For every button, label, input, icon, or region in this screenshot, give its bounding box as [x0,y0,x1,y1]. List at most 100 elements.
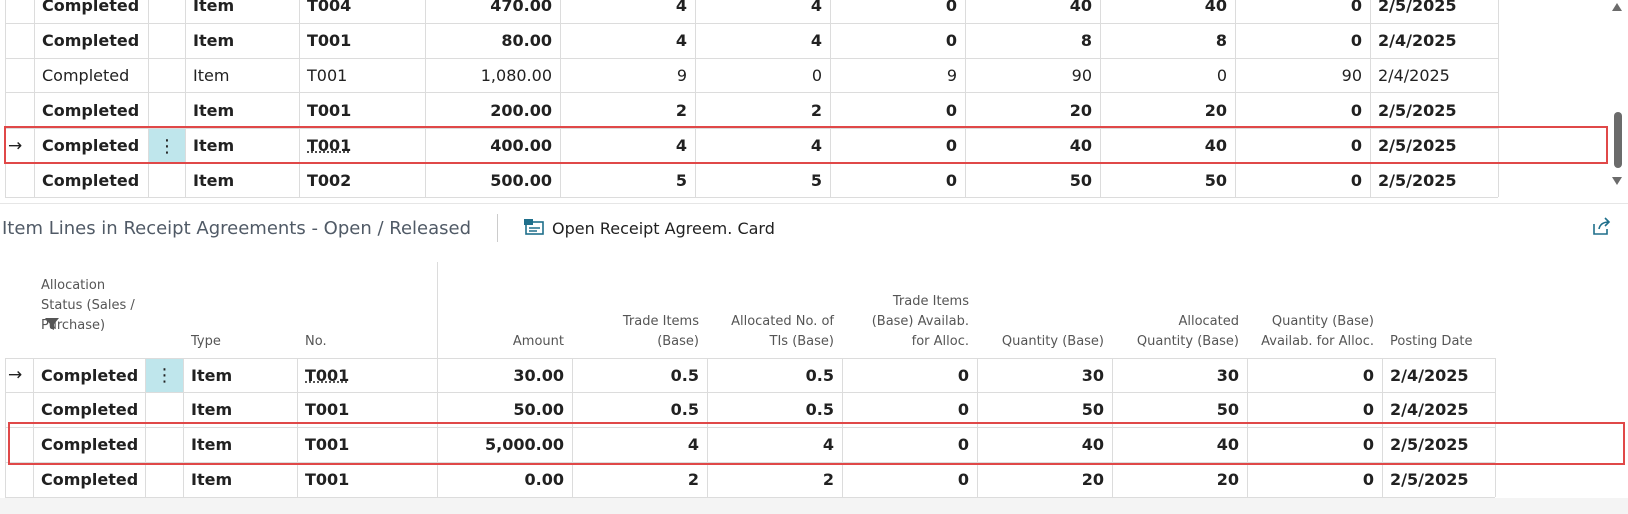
row-divider [5,92,1498,93]
section-title: Item Lines in Receipt Agreements - Open … [2,217,472,239]
grid-cell[interactable]: T001 [307,136,352,155]
grid-cell: 0.5 [670,365,699,385]
grid-cell: Item [193,0,235,15]
grid-cell: Completed [41,400,139,419]
grid-cell: 8 [1080,31,1092,50]
column-divider [425,0,426,197]
grid-cell: 0 [1350,31,1362,50]
row-actions[interactable]: ⋮ [149,129,185,163]
column-header[interactable]: Amount [512,334,564,349]
bottom-grid: Allocation Status (Sales / Purchase) Type… [0,262,1628,514]
grid-cell: Completed [41,435,139,454]
scroll-down[interactable] [1611,176,1623,186]
grid-cell: 470.00 [490,0,552,15]
column-header[interactable]: Allocated No. of TIs (Base) [731,314,834,349]
separator [0,203,1628,204]
grid-cell[interactable]: T001 [307,65,348,85]
grid-cell[interactable]: T001 [307,31,352,50]
open-card-label[interactable]: Open Receipt Agreem. Card [552,218,775,238]
grid-cell: Completed [42,136,140,155]
grid-cell: 80.00 [501,31,552,50]
grid-cell[interactable]: T004 [307,0,352,15]
grid-cell: Item [193,31,235,50]
grid-cell: 4 [687,435,699,454]
column-divider [148,0,149,197]
grid-cell: Item [191,435,233,454]
card-icon [524,219,544,235]
grid-cell[interactable]: T001 [305,365,350,385]
grid-cell: 2/4/2025 [1378,65,1450,85]
grid-cell: 40 [1216,435,1239,454]
grid-cell: 0.00 [524,470,564,489]
open-card-button[interactable]: Open Receipt Agreem. Card [524,214,775,242]
grid-cell: Item [191,400,233,419]
grid-cell: 4 [810,0,822,15]
scrollbar[interactable] [1607,0,1627,199]
grid-cell[interactable]: T001 [305,400,350,419]
column-divider [1370,0,1371,197]
column-header[interactable]: No. [305,334,327,349]
grid-cell: 90 [1071,65,1092,85]
scroll-thumb[interactable] [1614,112,1622,168]
grid-cell: 0 [957,365,969,385]
grid-cell: 2/4/2025 [1390,365,1469,385]
grid-cell: 50 [1204,170,1227,190]
grid-cell: 5 [810,170,822,190]
grid-cell: 0 [957,470,969,489]
grid-cell: 8 [1215,31,1227,50]
grid-cell: 2 [687,470,699,489]
column-divider [695,0,696,197]
grid-cell: 2/5/2025 [1378,170,1457,190]
grid-cell: 0 [1216,65,1227,85]
grid-cell: 0 [945,0,957,15]
grid-cell: 90 [1341,65,1362,85]
grid-cell: 0.5 [670,400,699,419]
grid-cell: Completed [42,0,140,15]
grid-cell[interactable]: T001 [305,435,350,454]
column-header[interactable]: Allocation Status (Sales / Purchase) [41,278,135,333]
grid-cell: Item [191,365,233,385]
column-divider [299,0,300,197]
grid-cell: 50.00 [513,400,564,419]
column-header[interactable]: Trade Items (Base) Availab. for Alloc. [871,294,969,349]
grid-cell: 5 [675,170,687,190]
grid-cell: Item [193,170,235,190]
column-header[interactable]: Trade Items (Base) [622,314,699,349]
row-divider [5,58,1498,59]
grid-cell: 0 [1350,170,1362,190]
grid-cell: 200.00 [490,100,552,120]
grid-cell: 2 [810,100,822,120]
grid-cell: Completed [42,31,140,50]
share-icon[interactable] [1590,216,1612,238]
grid-cell: 0 [945,31,957,50]
grid-cell: 40 [1204,136,1227,155]
filter-icon[interactable] [45,318,59,330]
column-header[interactable]: Type [191,334,221,349]
grid-cell: 30.00 [513,365,564,385]
column-header[interactable]: Allocated Quantity (Base) [1136,314,1239,349]
grid-cell: Completed [42,100,140,120]
grid-cell: 0 [1350,136,1362,155]
grid-cell: 4 [810,136,822,155]
column-divider [1498,0,1499,197]
row-divider [5,23,1498,24]
scroll-up[interactable] [1611,2,1623,12]
grid-cell: 0.5 [805,400,834,419]
column-header[interactable]: Posting Date [1390,334,1473,349]
grid-cell[interactable]: T002 [307,170,352,190]
grid-cell: Completed [42,65,130,85]
highlight [4,126,1608,164]
row-actions[interactable]: ⋮ [146,359,183,392]
grid-cell: 2/5/2025 [1378,0,1457,15]
grid-cell: 9 [946,65,957,85]
grid-cell: 400.00 [490,136,552,155]
header-divider-v [437,262,438,358]
grid-cell[interactable]: T001 [305,470,350,489]
column-divider [560,0,561,197]
column-header[interactable]: Quantity (Base) Availab. for Alloc. [1261,314,1374,349]
grid-cell: 40 [1069,0,1092,15]
grid-cell[interactable]: T001 [307,100,352,120]
row-divider [5,128,1498,129]
column-header[interactable]: Quantity (Base) [1001,334,1104,349]
grid-cell: 0 [945,100,957,120]
